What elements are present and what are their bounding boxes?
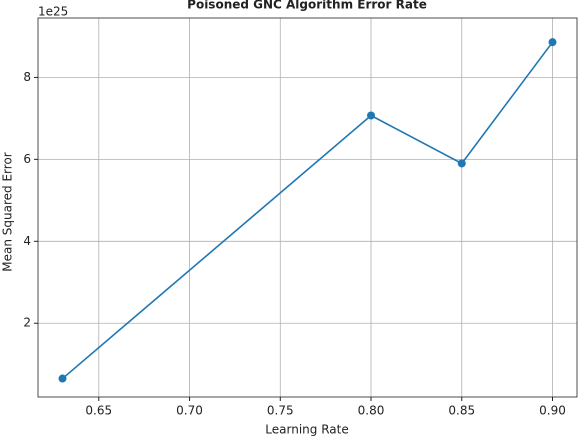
y-axis-label: Mean Squared Error [1, 152, 15, 272]
x-tick-label: 0.80 [358, 404, 385, 418]
y-tick-label: 8 [23, 70, 31, 84]
x-tick-label: 0.65 [85, 404, 112, 418]
x-tick-label: 0.90 [539, 404, 566, 418]
y-offset-label: 1e25 [38, 5, 68, 19]
data-point [548, 38, 557, 47]
chart-title: Poisoned GNC Algorithm Error Rate [187, 0, 427, 12]
y-tick-label: 6 [23, 152, 31, 166]
data-point [367, 111, 376, 120]
x-tick-label: 0.85 [448, 404, 475, 418]
data-line [61, 41, 554, 380]
x-tick-label: 0.70 [176, 404, 203, 418]
y-tick-label: 2 [23, 316, 31, 330]
data-point [58, 374, 67, 383]
x-axis-label: Learning Rate [265, 423, 348, 437]
data-point [457, 159, 466, 168]
plot-frame [37, 17, 578, 398]
y-tick-label: 4 [23, 234, 31, 248]
x-tick-label: 0.75 [267, 404, 294, 418]
